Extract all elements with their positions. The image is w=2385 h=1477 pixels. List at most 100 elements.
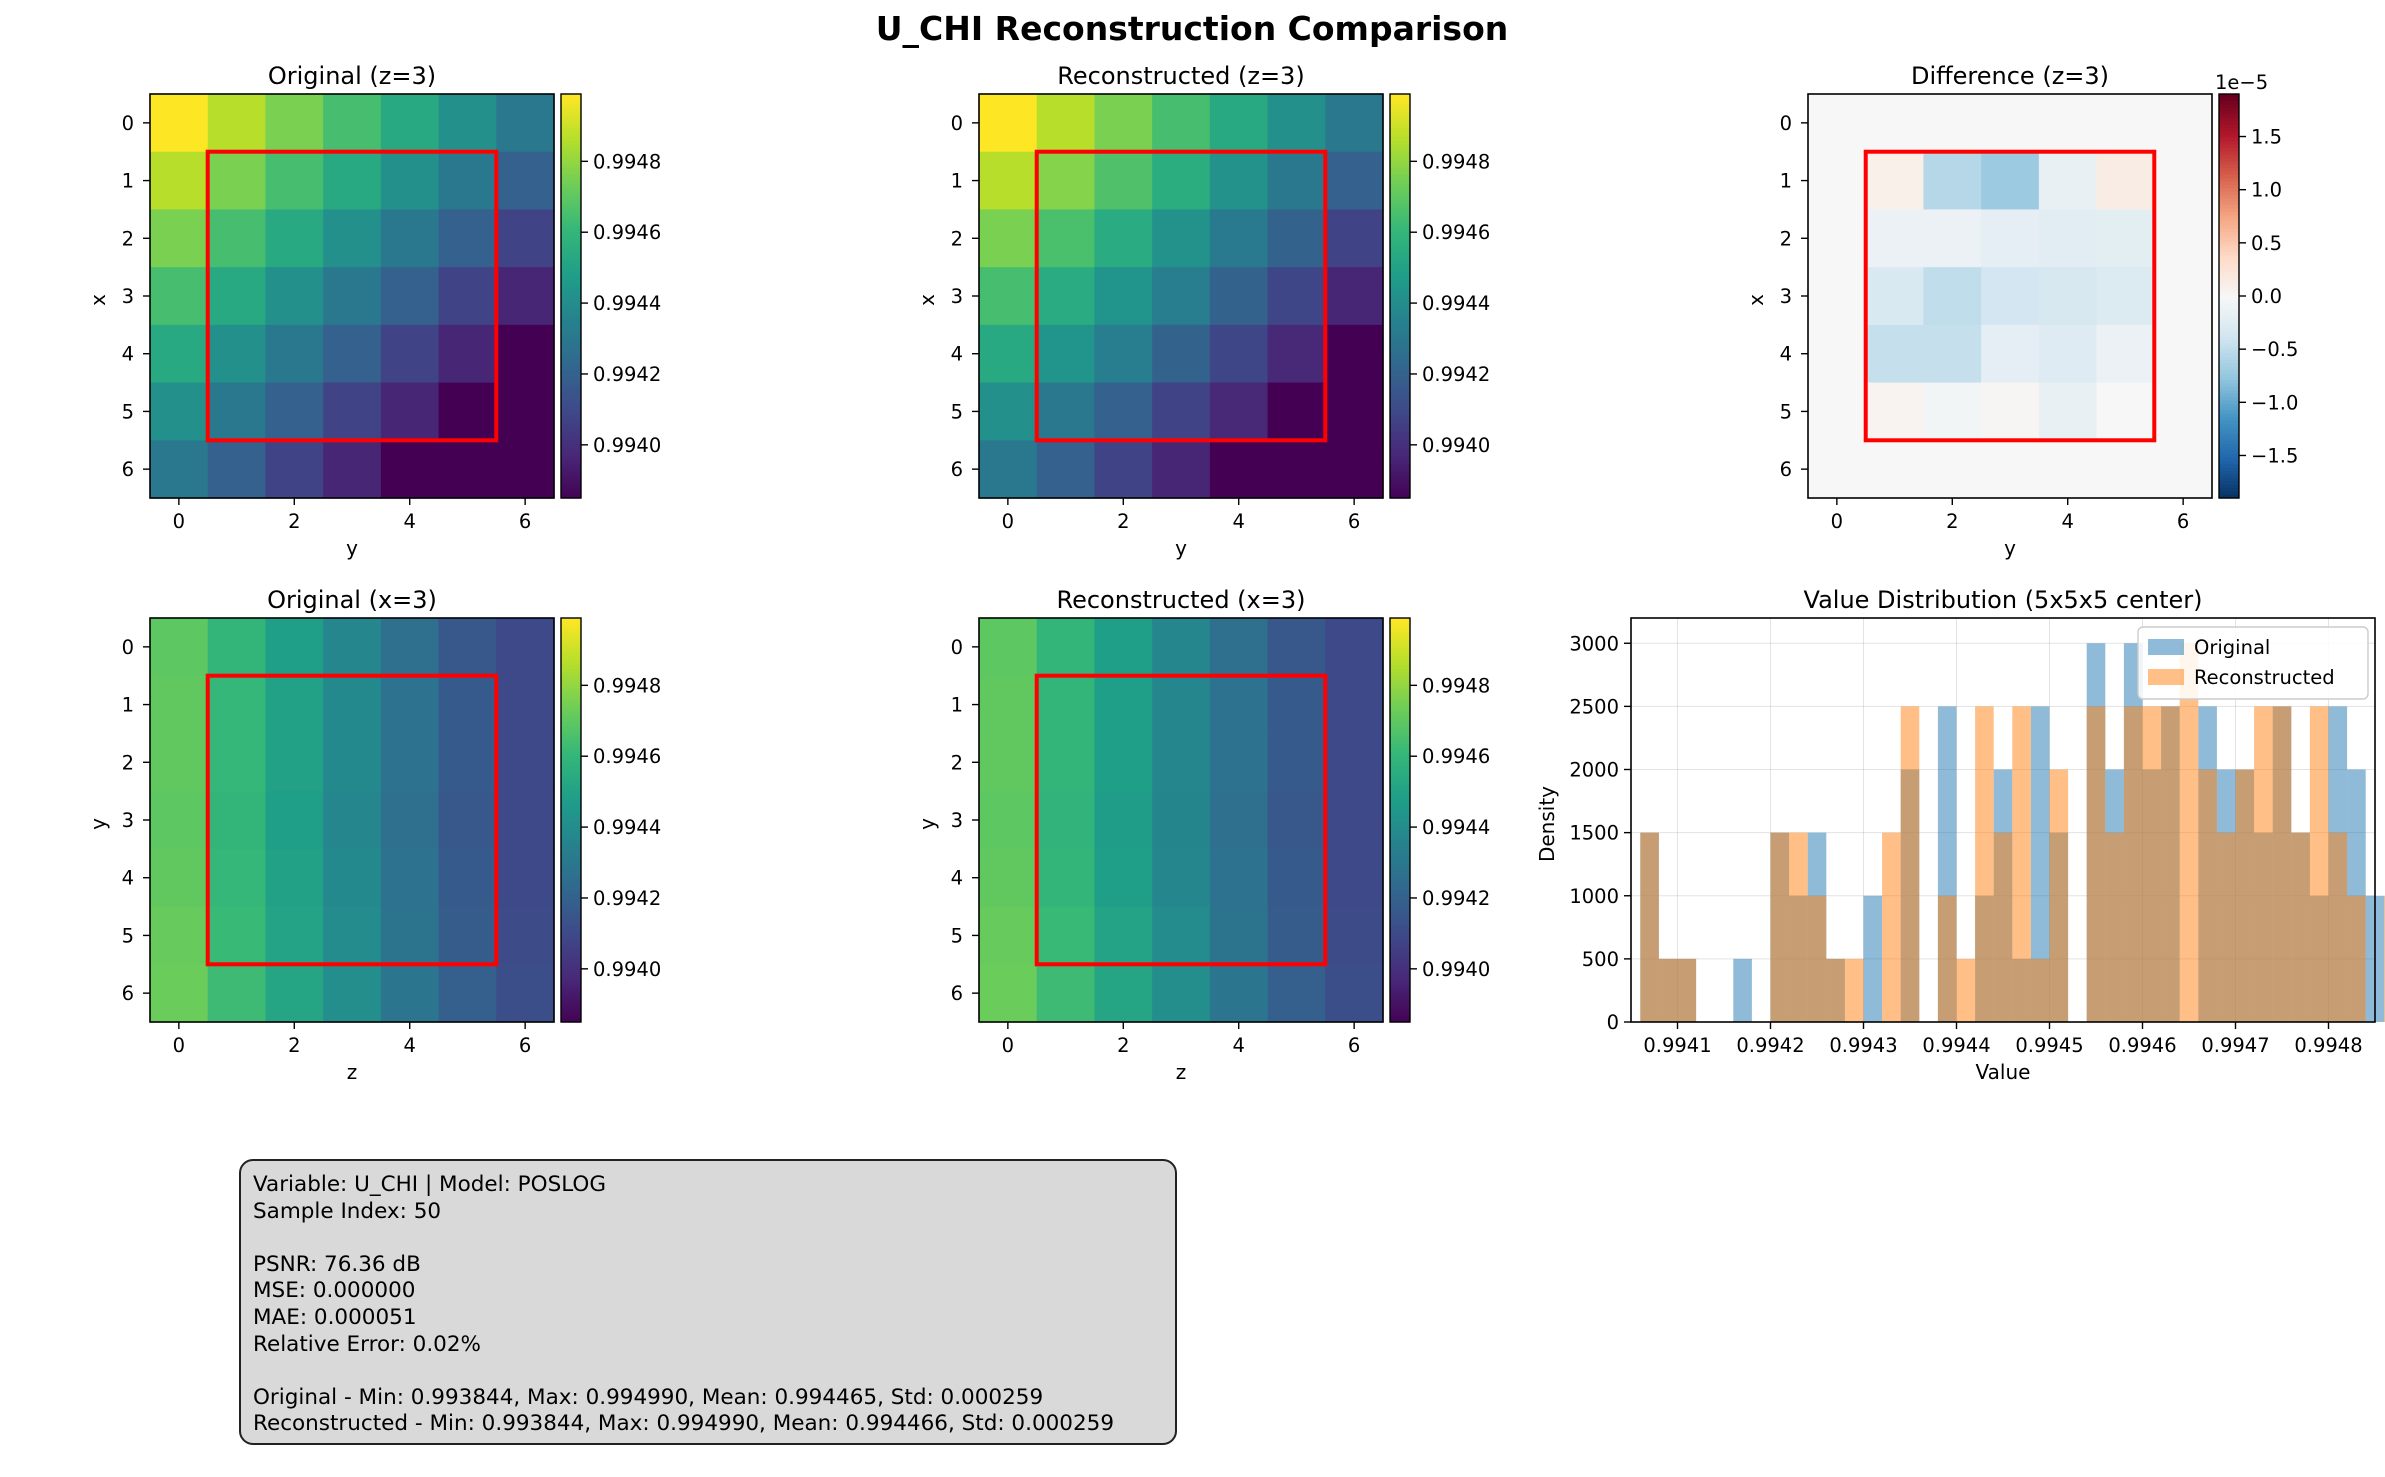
- heatmap-cell: [380, 151, 440, 211]
- colorbar-segment: [561, 968, 581, 973]
- colorbar-segment: [2219, 94, 2239, 98]
- colorbar-segment: [2219, 151, 2239, 156]
- colorbar-segment: [1390, 110, 1410, 115]
- histogram-bar: [2235, 769, 2255, 1022]
- heatmap-cell: [1267, 267, 1326, 326]
- heatmap-cell: [1267, 94, 1326, 153]
- colorbar-segment: [1390, 383, 1410, 388]
- colorbar-segment: [561, 430, 581, 435]
- heatmap-cell: [1209, 94, 1269, 153]
- colorbar-segment: [561, 776, 581, 781]
- x-tick-label: 0.9948: [2294, 1034, 2362, 1057]
- colorbar-segment: [2219, 383, 2239, 388]
- heatmap-cell: [1094, 324, 1153, 384]
- colorbar-segment: [1390, 201, 1410, 206]
- colorbar-segment: [561, 742, 581, 747]
- colorbar-segment: [1390, 715, 1410, 720]
- colorbar-segment: [561, 722, 581, 727]
- heatmap-cell: [1036, 733, 1096, 792]
- colorbar-segment: [1390, 447, 1410, 452]
- colorbar-segment: [1390, 346, 1410, 351]
- heatmap-cell: [1267, 791, 1326, 850]
- colorbar-segment: [561, 201, 581, 206]
- colorbar-tick-label: 0.9948: [593, 674, 661, 697]
- heatmap-cell: [207, 791, 267, 850]
- heatmap-cell: [1325, 675, 1384, 735]
- colorbar-segment: [561, 151, 581, 156]
- colorbar-segment: [2219, 262, 2239, 267]
- colorbar-segment: [1390, 655, 1410, 659]
- heatmap-cell: [496, 675, 555, 735]
- colorbar-segment: [561, 460, 581, 465]
- colorbar-segment: [1390, 376, 1410, 381]
- x-axis-label: z: [347, 1060, 358, 1084]
- colorbar-segment: [2219, 491, 2239, 496]
- heatmap-cell: [1865, 151, 1925, 211]
- colorbar-segment: [561, 685, 581, 690]
- colorbar-segment: [561, 413, 581, 418]
- y-tick-label: 5: [951, 924, 963, 947]
- colorbar-segment: [561, 628, 581, 633]
- colorbar-segment: [1390, 326, 1410, 331]
- colorbar-segment: [2219, 481, 2239, 486]
- heatmap-cell: [207, 440, 267, 499]
- colorbar-segment: [561, 299, 581, 304]
- heatmap-cell: [1036, 267, 1096, 326]
- histogram-bar: [1770, 832, 1790, 1022]
- colorbar-segment: [1390, 1011, 1410, 1016]
- colorbar-segment: [561, 971, 581, 976]
- heatmap-cell: [207, 675, 267, 735]
- colorbar-segment: [561, 366, 581, 371]
- y-tick-label: 3: [122, 285, 134, 308]
- histogram-bar: [1658, 958, 1678, 1022]
- colorbar-segment: [1390, 698, 1410, 703]
- heatmap-cell: [2154, 267, 2213, 326]
- heatmap-cell: [2096, 324, 2155, 384]
- heatmap-cell: [323, 733, 382, 792]
- colorbar-segment: [1390, 191, 1410, 196]
- heatmap-cell: [323, 151, 382, 211]
- heatmap-cell: [2096, 151, 2155, 211]
- colorbar-segment: [1390, 873, 1410, 878]
- colorbar-segment: [1390, 218, 1410, 223]
- histogram-bar: [1993, 832, 2013, 1022]
- heatmap-cell: [1923, 209, 1982, 268]
- heatmap-cell: [1152, 618, 1211, 677]
- heatmap-cell: [979, 151, 1038, 211]
- colorbar-segment: [1390, 772, 1410, 777]
- colorbar-segment: [561, 752, 581, 757]
- colorbar-segment: [1390, 661, 1410, 666]
- heatmap-cell: [979, 964, 1038, 1023]
- colorbar-segment: [1390, 474, 1410, 479]
- colorbar-segment: [1390, 420, 1410, 425]
- heatmap-cell: [150, 618, 209, 677]
- heatmap-cell: [2096, 94, 2155, 153]
- x-tick-label: 6: [2177, 510, 2189, 533]
- legend-swatch: [2148, 639, 2184, 655]
- colorbar-segment: [561, 715, 581, 720]
- heatmap-cell: [265, 94, 324, 153]
- colorbar-segment: [561, 107, 581, 112]
- colorbar-segment: [561, 420, 581, 425]
- subplot-title: Reconstructed (z=3): [1057, 62, 1304, 90]
- heatmap-cell: [1267, 964, 1326, 1023]
- colorbar-segment: [561, 235, 581, 240]
- colorbar-segment: [561, 941, 581, 946]
- heatmap-cell: [265, 791, 324, 850]
- highlight-box: [205, 149, 499, 443]
- colorbar-segment: [1390, 171, 1410, 176]
- colorbar-tick-label: 0.9940: [593, 958, 661, 981]
- heatmap-cell: [1094, 267, 1153, 326]
- colorbar-segment: [1390, 914, 1410, 919]
- heatmap-panel: Difference (z=3) 0 1 2 3 4 5 6 0 2 4 6 y x −1.5 −1.0 −0.…: [1744, 62, 2298, 560]
- colorbar-segment: [1390, 951, 1410, 956]
- x-tick-label: 0.9941: [1643, 1034, 1711, 1057]
- colorbar-segment: [2219, 282, 2239, 287]
- heatmap-cell: [150, 94, 209, 153]
- colorbar-tick-label: 0.9942: [1422, 887, 1490, 910]
- y-tick-label: 4: [1780, 343, 1792, 366]
- colorbar-segment: [2219, 410, 2239, 415]
- heatmap-cell: [979, 906, 1038, 965]
- heatmap-cell: [1094, 791, 1153, 850]
